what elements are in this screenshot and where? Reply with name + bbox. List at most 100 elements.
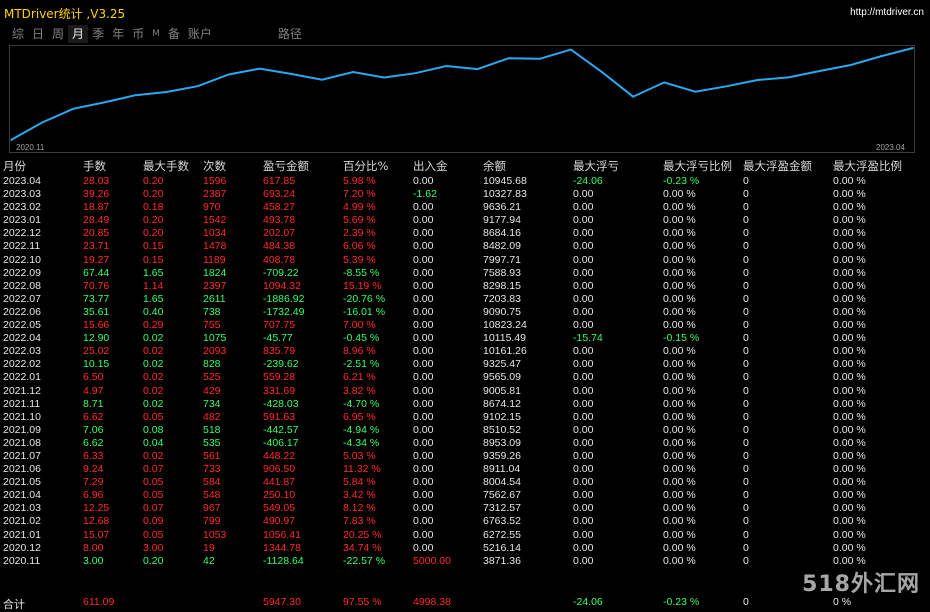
column-header[interactable]: 手数 <box>83 159 106 173</box>
column-header[interactable]: 余额 <box>483 159 506 173</box>
cell-pnl: 835.79 <box>263 345 296 358</box>
cell-max-fp: 0 <box>743 397 749 410</box>
cell-max-dd: 0.00 <box>573 240 594 253</box>
cell-trades: 548 <box>203 489 221 502</box>
column-header[interactable]: 最大浮盈比例 <box>833 159 902 173</box>
cell-month: 2021.04 <box>3 489 41 502</box>
cell-max-fp: 0 <box>743 528 749 541</box>
cell-pct: -20.76 % <box>343 292 386 305</box>
cell-month: 2023.01 <box>3 214 41 227</box>
tab-10[interactable]: 路径 <box>277 27 302 41</box>
cell-max-lots: 1.65 <box>143 292 164 305</box>
cell-max-fp-pct: 0.00 % <box>833 201 866 214</box>
column-header[interactable]: 出入金 <box>413 159 448 173</box>
balance-point <box>787 76 790 79</box>
cell-max-fp-pct: 0.00 % <box>833 515 866 528</box>
cell-max-fp: 0 <box>743 279 749 292</box>
table-row: 2022.10 19.27 0.15 1189 408.78 5.39 % 0.00 7997… <box>0 254 930 267</box>
table-row: 2023.02 18.87 0.18 970 458.27 4.99 % 0.00 9636.… <box>0 201 930 214</box>
column-header[interactable]: 百分比% <box>343 159 389 173</box>
cell-month: 2023.03 <box>3 188 41 201</box>
cell-month: 2023.02 <box>3 201 41 214</box>
cell-lots: 6.96 <box>83 489 104 502</box>
column-header[interactable]: 次数 <box>203 159 226 173</box>
cell-pnl: 549.05 <box>263 502 296 515</box>
cell-max-fp-pct: 0.00 % <box>833 384 866 397</box>
cell-month: 2022.02 <box>3 358 41 371</box>
balance-point <box>72 108 74 110</box>
cell-max-dd: 0.00 <box>573 423 594 436</box>
cell-max-fp: 0 <box>743 449 749 462</box>
column-header[interactable]: 最大手数 <box>143 159 189 173</box>
cell-lots: 19.27 <box>83 253 110 266</box>
cell-balance: 7588.93 <box>483 266 521 279</box>
cell-max-lots: 1.65 <box>143 266 164 279</box>
tab-8[interactable]: 备 <box>167 27 180 41</box>
tab-9[interactable]: 账户 <box>187 27 212 41</box>
tab-4[interactable]: 季 <box>92 27 105 41</box>
cell-max-lots: 0.07 <box>143 502 164 515</box>
column-header[interactable]: 月份 <box>3 159 26 173</box>
cell-max-dd-pct: 0.00 % <box>663 410 696 423</box>
tab-5[interactable]: 年 <box>112 27 125 41</box>
cell-max-dd: 0.00 <box>573 489 594 502</box>
tab-1[interactable]: 日 <box>32 27 45 41</box>
tab-3[interactable]: 月 <box>68 25 89 43</box>
table-row: 2022.02 10.15 0.02 828 -239.62 -2.51 % 0.00 932… <box>0 358 930 371</box>
balance-point <box>632 95 634 98</box>
cell-pnl: 1094.32 <box>263 279 301 292</box>
cell-flow: 0.00 <box>413 240 434 253</box>
cell-max-dd-pct: 0.00 % <box>663 397 696 410</box>
cell-trades: 584 <box>203 476 221 489</box>
cell-flow: 0.00 <box>413 489 434 502</box>
cell-pct: -0.45 % <box>343 332 380 345</box>
tab-2[interactable]: 周 <box>52 27 65 41</box>
website-link[interactable]: http://mtdriver.cn <box>850 7 924 18</box>
column-header[interactable]: 盈亏金额 <box>263 159 309 173</box>
cell-max-dd: 0.00 <box>573 449 594 462</box>
cell-max-dd-pct: 0.00 % <box>663 227 696 240</box>
cell-trades: 429 <box>203 384 221 397</box>
column-header[interactable]: 最大浮亏比例 <box>663 159 732 173</box>
tab-0[interactable]: 综 <box>12 27 25 41</box>
column-header[interactable]: 最大浮盈金额 <box>743 159 812 173</box>
cell-pct: 8.12 % <box>343 502 376 515</box>
cell-max-fp-pct: 0.00 % <box>833 554 866 567</box>
table-row: 2021.02 12.68 0.09 799 490.97 7.83 % 0.00 6763.… <box>0 515 930 528</box>
cell-max-dd-pct: 0.00 % <box>663 371 696 384</box>
cell-max-dd-pct: 0.00 % <box>663 305 696 318</box>
cell-flow: 0.00 <box>413 384 434 397</box>
cell-balance: 6272.55 <box>483 528 521 541</box>
balance-chart-svg <box>10 47 914 141</box>
balance-point <box>134 94 137 96</box>
cell-trades: 2611 <box>203 292 226 305</box>
cell-balance: 9090.75 <box>483 305 521 318</box>
cell-max-dd-pct: 0.00 % <box>663 489 696 502</box>
table-row: 2021.11 8.71 0.02 734 -428.03 -4.70 % 0.00 8674… <box>0 398 930 411</box>
cell-lots: 9.24 <box>83 463 104 476</box>
cell-pct: 7.20 % <box>343 188 376 201</box>
cell-max-dd-pct: 0.00 % <box>663 188 696 201</box>
cell-max-lots: 0.05 <box>143 410 164 423</box>
cell-max-fp-pct: 0.00 % <box>833 423 866 436</box>
tab-7[interactable]: M <box>152 29 160 39</box>
cell-pnl: -1886.92 <box>263 292 305 305</box>
cell-max-fp: 0 <box>743 502 749 515</box>
balance-point <box>570 48 572 51</box>
table-row: 2021.05 7.29 0.05 584 441.87 5.84 % 0.00 8004.5… <box>0 476 930 489</box>
cell-max-dd: 0.00 <box>573 292 594 305</box>
balance-point <box>227 73 230 76</box>
cell-trades: 1075 <box>203 332 227 345</box>
cell-pnl: -239.62 <box>263 358 299 371</box>
cell-lots: 67.44 <box>83 266 110 279</box>
cell-balance: 9636.21 <box>483 201 521 214</box>
cell-pct: -4.34 % <box>343 436 380 449</box>
column-header[interactable]: 最大浮亏 <box>573 159 619 173</box>
cell-lots: 28.49 <box>83 214 110 227</box>
cell-flow: 0.00 <box>413 371 434 384</box>
cell-max-lots: 0.02 <box>143 345 164 358</box>
cell-pnl: 331.69 <box>263 384 296 397</box>
tab-6[interactable]: 币 <box>132 27 145 41</box>
table-row: 2022.03 25.02 0.02 2093 835.79 8.96 % 0.00 1016… <box>0 345 930 358</box>
cell-balance: 8004.54 <box>483 476 521 489</box>
